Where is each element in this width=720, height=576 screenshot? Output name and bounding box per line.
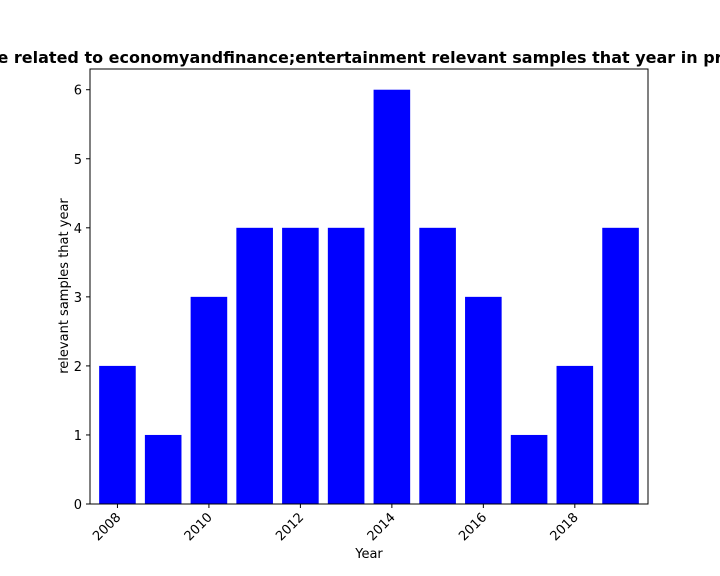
bar-2008 [99, 365, 136, 504]
bar-2019 [602, 227, 639, 505]
y-tick-label: 0 [74, 498, 82, 513]
x-axis-label: Year [354, 547, 383, 562]
x-tick-label: 2018 [548, 510, 582, 544]
y-tick-label: 4 [74, 222, 82, 237]
y-tick-label: 5 [74, 153, 82, 168]
bar-2015 [419, 227, 456, 505]
bar-2009 [144, 434, 182, 504]
bar-2010 [190, 296, 228, 504]
y-axis-label: relevant samples that year [57, 198, 72, 374]
bar-2017 [510, 434, 548, 504]
bars-group [99, 89, 639, 505]
y-axis: 0 1 2 3 4 5 6 [74, 84, 90, 513]
bar-2016 [465, 296, 502, 504]
bar-2012 [282, 227, 319, 505]
x-tick-label: 2014 [365, 510, 399, 544]
plot-frame [89, 68, 649, 505]
x-tick-label: 2010 [182, 510, 216, 544]
x-tick-label: 2012 [273, 510, 307, 544]
y-tick-label: 1 [74, 429, 82, 444]
x-tick-label: 2016 [456, 510, 490, 544]
y-tick-label: 3 [74, 291, 82, 306]
bar-2013 [327, 227, 365, 505]
x-tick-label: 2008 [90, 510, 124, 544]
y-tick-label: 6 [74, 84, 82, 99]
chart-title: e related to economyandfinance;entertain… [0, 48, 720, 67]
bar-2018 [556, 365, 594, 504]
y-tick-label: 2 [74, 360, 82, 375]
bar-2011 [236, 227, 273, 505]
x-axis: 2008 2010 2012 2014 2016 2018 [90, 504, 582, 544]
bar-2014 [373, 89, 411, 504]
